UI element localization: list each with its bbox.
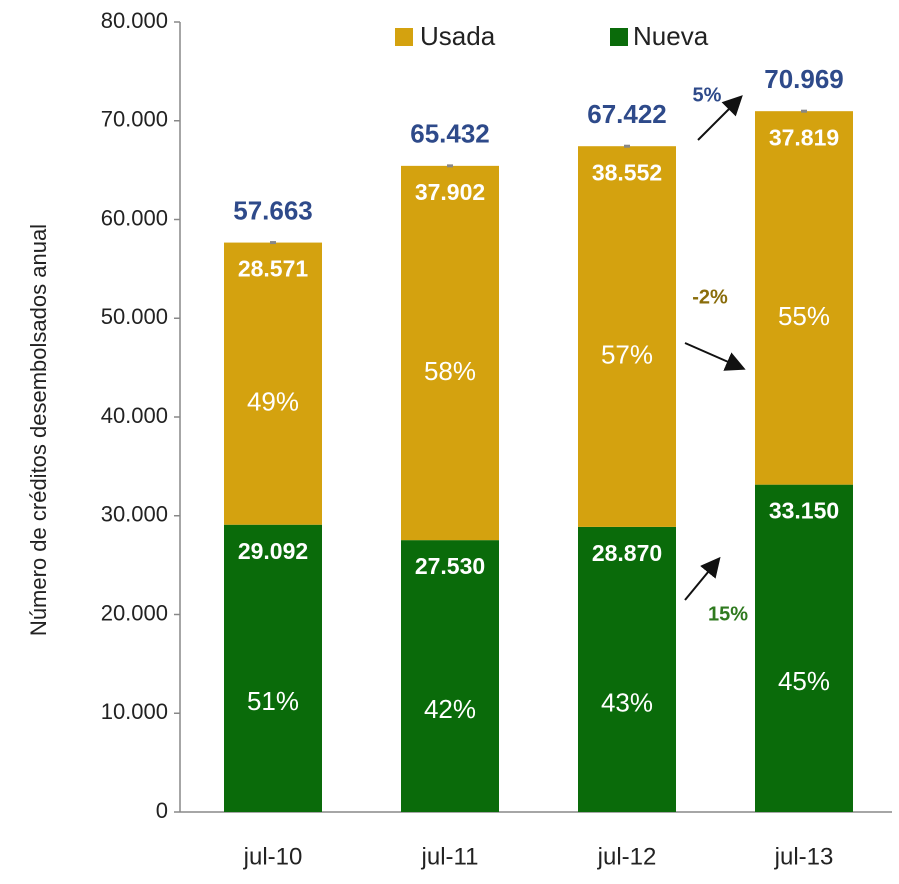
x-tick-label: jul-11 xyxy=(421,843,479,870)
value-label: 37.819 xyxy=(769,124,839,150)
percent-label: 51% xyxy=(247,686,299,716)
total-label: 57.663 xyxy=(233,195,313,225)
y-tick-label: 10.000 xyxy=(101,699,168,724)
bar-segment xyxy=(755,484,853,812)
y-tick-label: 20.000 xyxy=(101,600,168,625)
percent-label: 55% xyxy=(778,301,830,331)
value-label: 28.870 xyxy=(592,540,662,566)
value-label: 27.530 xyxy=(415,553,485,579)
arrow xyxy=(684,342,746,371)
annotation: 5% xyxy=(693,84,722,106)
bar-segment xyxy=(578,526,676,812)
total-label: 67.422 xyxy=(587,99,667,129)
y-tick-label: 60.000 xyxy=(101,205,168,230)
arrow xyxy=(697,95,743,141)
total-label: 65.432 xyxy=(410,119,490,149)
value-label: 33.150 xyxy=(769,498,839,524)
percent-label: 42% xyxy=(424,694,476,724)
value-label: 28.571 xyxy=(238,256,309,282)
bar-segment xyxy=(578,146,676,527)
y-tick-label: 70.000 xyxy=(101,107,168,132)
y-axis-title: Número de créditos desembolsados anual xyxy=(26,224,51,636)
legend-label: Nueva xyxy=(633,21,709,51)
bar-segment xyxy=(401,165,499,541)
y-tick-label: 50.000 xyxy=(101,304,168,329)
y-tick-label: 40.000 xyxy=(101,403,168,428)
total-label: 70.969 xyxy=(764,64,844,94)
legend-swatch xyxy=(610,28,628,46)
y-tick-label: 0 xyxy=(156,798,168,823)
value-label: 29.092 xyxy=(238,538,308,564)
bar-segment xyxy=(224,242,322,525)
bar-segment xyxy=(224,524,322,812)
arrow xyxy=(684,556,721,601)
x-tick-label: jul-12 xyxy=(597,843,657,870)
annotation: 15% xyxy=(708,603,748,625)
x-tick-label: jul-10 xyxy=(243,843,303,870)
percent-label: 49% xyxy=(247,387,299,417)
value-label: 37.902 xyxy=(415,179,485,205)
y-tick-label: 80.000 xyxy=(101,8,168,33)
bar-segment xyxy=(401,540,499,812)
percent-label: 58% xyxy=(424,356,476,386)
legend-swatch xyxy=(395,28,413,46)
y-tick-label: 30.000 xyxy=(101,502,168,527)
bar-segment xyxy=(755,111,853,485)
value-label: 38.552 xyxy=(592,159,662,185)
percent-label: 57% xyxy=(601,339,653,369)
percent-label: 45% xyxy=(778,666,830,696)
annotation: -2% xyxy=(692,286,728,308)
legend-label: Usada xyxy=(420,21,496,51)
x-tick-label: jul-13 xyxy=(774,843,834,870)
percent-label: 43% xyxy=(601,687,653,717)
